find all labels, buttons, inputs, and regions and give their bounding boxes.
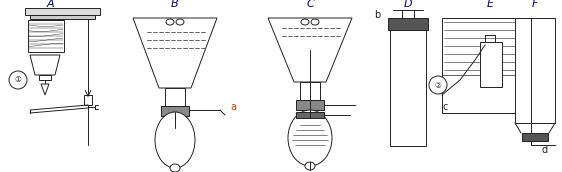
Polygon shape xyxy=(30,55,60,75)
Text: a: a xyxy=(230,102,236,112)
Bar xyxy=(300,82,320,100)
Polygon shape xyxy=(268,18,352,82)
Bar xyxy=(296,100,324,110)
Ellipse shape xyxy=(176,19,184,25)
Text: ①: ① xyxy=(15,76,21,84)
Bar xyxy=(442,18,538,113)
Ellipse shape xyxy=(305,162,315,170)
Bar xyxy=(515,18,555,123)
Text: B: B xyxy=(171,0,179,9)
Bar xyxy=(39,75,51,80)
Text: c: c xyxy=(442,102,448,112)
Bar xyxy=(480,42,502,87)
Polygon shape xyxy=(133,18,217,88)
Text: E: E xyxy=(487,0,493,9)
Text: F: F xyxy=(532,0,538,9)
Text: d: d xyxy=(542,145,548,155)
Bar xyxy=(25,8,100,15)
Text: C: C xyxy=(306,0,314,9)
Bar xyxy=(30,15,95,19)
Text: A: A xyxy=(46,0,54,9)
Ellipse shape xyxy=(311,19,319,25)
Text: ②: ② xyxy=(434,80,441,89)
Text: b: b xyxy=(374,10,380,20)
Bar xyxy=(390,28,426,146)
Ellipse shape xyxy=(170,164,180,172)
Bar xyxy=(161,106,189,116)
Bar xyxy=(165,88,185,106)
Bar xyxy=(388,18,428,30)
Bar xyxy=(84,95,92,105)
Circle shape xyxy=(9,71,27,89)
Ellipse shape xyxy=(155,112,195,168)
Bar xyxy=(296,112,324,118)
Ellipse shape xyxy=(288,110,332,166)
Circle shape xyxy=(429,76,447,94)
Text: D: D xyxy=(404,0,413,9)
Bar xyxy=(28,20,64,52)
Ellipse shape xyxy=(301,19,309,25)
Bar xyxy=(522,133,548,141)
Polygon shape xyxy=(41,84,49,95)
Ellipse shape xyxy=(166,19,174,25)
